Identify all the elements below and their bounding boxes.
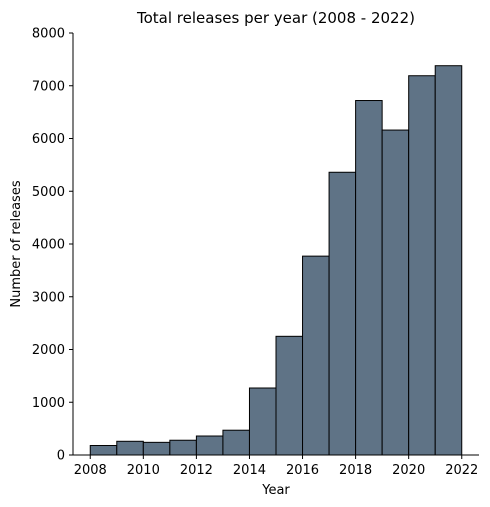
bar-7 <box>275 335 304 456</box>
bar-2 <box>142 441 171 456</box>
y-tick-label-3: 3000 <box>32 290 65 305</box>
x-tick-label-5: 2018 <box>339 463 372 478</box>
y-tick-label-2: 2000 <box>32 343 65 358</box>
x-tick-label-3: 2014 <box>233 463 266 478</box>
bar-4 <box>195 435 224 456</box>
bar-10 <box>355 100 383 456</box>
bar-1 <box>116 440 144 456</box>
bar-5 <box>222 429 250 456</box>
chart-title: Total releases per year (2008 - 2022) <box>136 9 415 27</box>
bar-0 <box>89 445 118 456</box>
y-axis-title: Number of releases <box>9 180 24 307</box>
x-axis-title: Year <box>261 483 290 498</box>
y-tick-label-8: 8000 <box>32 27 65 42</box>
y-tick-label-1: 1000 <box>32 396 65 411</box>
x-tick-label-6: 2020 <box>392 463 425 478</box>
bars-group <box>89 65 463 456</box>
y-tick-label-6: 6000 <box>32 132 65 147</box>
y-ticks-group: 0 1000 2000 3000 4000 5000 6000 7000 8000 <box>32 27 73 464</box>
bar-3 <box>169 439 197 456</box>
bar-9 <box>328 171 357 456</box>
y-tick-label-0: 0 <box>57 449 65 464</box>
bar-6 <box>248 387 277 456</box>
bar-12 <box>408 75 436 456</box>
x-tick-label-1: 2010 <box>127 463 160 478</box>
x-tick-label-2: 2012 <box>180 463 213 478</box>
x-tick-label-0: 2008 <box>74 463 107 478</box>
x-tick-label-7: 2022 <box>445 463 478 478</box>
bar-8 <box>302 255 330 456</box>
y-tick-label-4: 4000 <box>32 238 65 253</box>
y-tick-label-7: 7000 <box>32 79 65 94</box>
bar-13 <box>434 65 463 456</box>
bar-11 <box>381 129 410 456</box>
x-ticks-group: 2008 2010 2012 2014 2016 2018 2020 2022 <box>74 455 478 478</box>
y-tick-label-5: 5000 <box>32 185 65 200</box>
x-tick-label-4: 2016 <box>286 463 319 478</box>
